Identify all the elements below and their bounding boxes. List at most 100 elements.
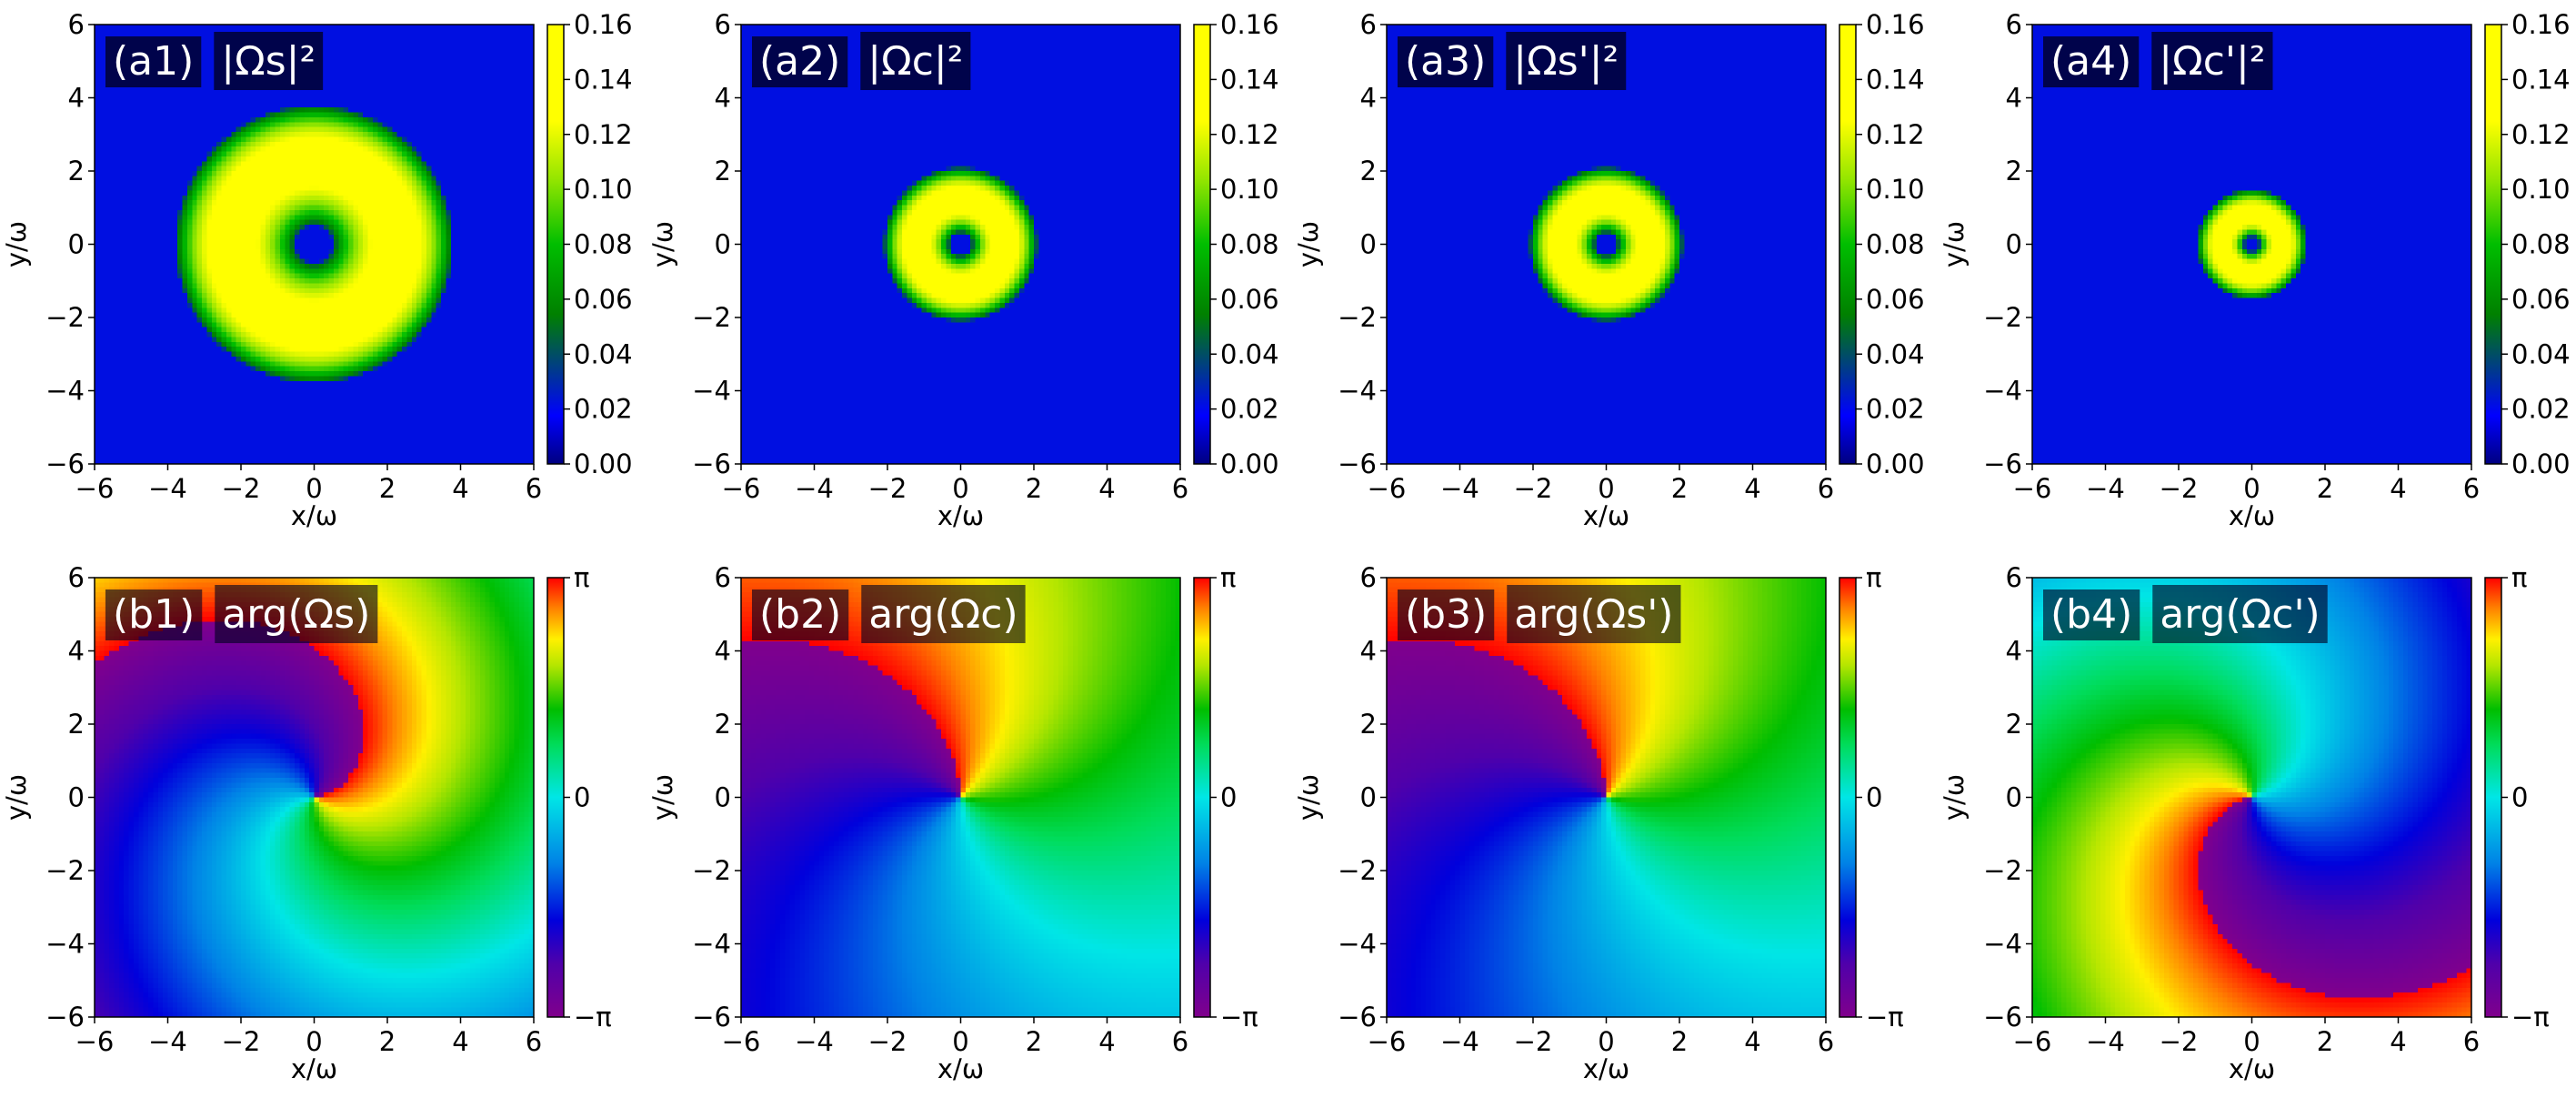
colorbar-tick-label: 0.04 [1866,338,1925,369]
x-tick-label: −2 [2160,1026,2199,1057]
colorbar-tick-label: 0.10 [2511,174,2571,205]
y-tick-label: 2 [2006,709,2022,740]
panel-tags: (b1)arg(Ωs) [105,585,377,643]
y-tick-label: −6 [692,1002,731,1033]
y-tick-label: −4 [1338,376,1377,407]
y-tick-label: 6 [2006,562,2022,593]
x-tick-label: 4 [1098,473,1115,504]
panel-tags: (b2)arg(Ωc) [752,585,1026,643]
y-tick-label: −2 [45,302,85,333]
colorbar-b3 [1839,578,1856,1017]
heatmap-a1 [95,25,535,465]
panel-label: (a1) [113,38,194,85]
x-axis-label: x/ω [937,500,984,531]
x-axis-label: x/ω [291,500,337,531]
y-tick-label: 4 [2006,636,2022,667]
panel-tags: (a3)|Ωs'|² [1398,32,1626,90]
colorbar-tick-label: 0.08 [1220,229,1279,260]
x-tick-label: −2 [222,473,261,504]
y-tick-label: −4 [1983,376,2022,407]
y-tick-label: −6 [1338,448,1377,479]
colorbar-tick-label: 0.08 [574,229,633,260]
colorbar-tick-label: −π [1220,1002,1258,1033]
y-tick-label: 0 [2006,782,2022,813]
y-tick-label: −6 [692,448,731,479]
colorbar-tick-label: 0.02 [2511,394,2571,425]
y-tick-label: 2 [68,156,85,186]
colorbar-tick-label: π [1220,562,1236,593]
panel-label: (b2) [759,591,841,638]
colorbar-a3 [1839,25,1856,464]
heatmap-b4 [2032,578,2472,1018]
quantity-label: arg(Ωs') [1514,591,1673,638]
x-tick-label: −2 [2160,473,2199,504]
colorbar-tick-label: 0.16 [2511,9,2571,40]
heatmap-b3 [1387,578,1827,1018]
y-tick-label: −2 [1338,855,1377,886]
x-tick-label: −4 [1440,1026,1479,1057]
x-axis-label: x/ω [1583,500,1629,531]
panel-tags: (b3)arg(Ωs') [1398,585,1680,643]
x-tick-label: −2 [1514,473,1553,504]
y-tick-label: −6 [1338,1002,1377,1033]
x-tick-label: −4 [2086,473,2125,504]
y-tick-label: 6 [1360,562,1377,593]
y-tick-label: −6 [45,448,85,479]
y-tick-label: 2 [715,156,731,186]
x-tick-label: 6 [1818,473,1834,504]
y-tick-label: −6 [45,1002,85,1033]
y-tick-label: 0 [715,229,731,260]
colorbar-tick-label: 0.06 [1220,284,1279,315]
colorbar-a4 [2485,25,2501,464]
x-tick-label: 6 [1818,1026,1834,1057]
panel-label: (b1) [113,591,195,638]
panel-label: (b4) [2050,591,2132,638]
x-tick-label: 6 [2463,1026,2480,1057]
y-tick-label: 2 [1360,156,1377,186]
x-tick-label: −4 [148,1026,187,1057]
x-tick-label: −4 [1440,473,1479,504]
y-tick-label: −2 [45,855,85,886]
y-tick-label: 6 [1360,9,1377,40]
y-tick-label: −2 [1338,302,1377,333]
colorbar-tick-label: 0.14 [1866,64,1925,95]
y-axis-label: y/ω [1293,774,1324,821]
y-tick-label: 0 [2006,229,2022,260]
quantity-label: |Ωc|² [867,38,963,85]
colorbar-tick-label: 0.12 [1866,119,1925,150]
colorbar-tick-label: 0.00 [2511,448,2571,479]
colorbar-b4 [2485,578,2501,1017]
x-tick-label: −2 [868,473,907,504]
heatmap-a3 [1387,25,1827,465]
colorbar-tick-label: −π [574,1002,612,1033]
y-tick-label: −4 [692,929,731,960]
x-tick-label: 6 [526,473,542,504]
y-tick-label: 0 [1360,229,1377,260]
y-tick-label: 6 [715,9,731,40]
x-tick-label: −2 [1514,1026,1553,1057]
colorbar-tick-label: 0.02 [574,394,633,425]
x-tick-label: 4 [1744,473,1760,504]
colorbar-tick-label: 0.16 [1866,9,1925,40]
x-axis-label: x/ω [2229,500,2275,531]
panel-tags: (a2)|Ωc|² [752,32,970,90]
x-tick-label: 6 [1172,473,1188,504]
x-tick-label: 6 [2463,473,2480,504]
colorbar-tick-label: 0.08 [1866,229,1925,260]
y-tick-label: 4 [68,83,85,114]
colorbar-tick-label: 0 [574,782,590,813]
x-tick-label: 4 [2390,1026,2406,1057]
panel-tags: (a4)|Ωc'|² [2043,32,2273,90]
x-tick-label: 0 [952,473,968,504]
y-tick-label: 4 [715,83,731,114]
x-tick-label: 2 [2317,473,2333,504]
colorbar-tick-label: 0.06 [1866,284,1925,315]
y-tick-label: 6 [68,562,85,593]
colorbar-tick-label: 0.14 [2511,64,2571,95]
